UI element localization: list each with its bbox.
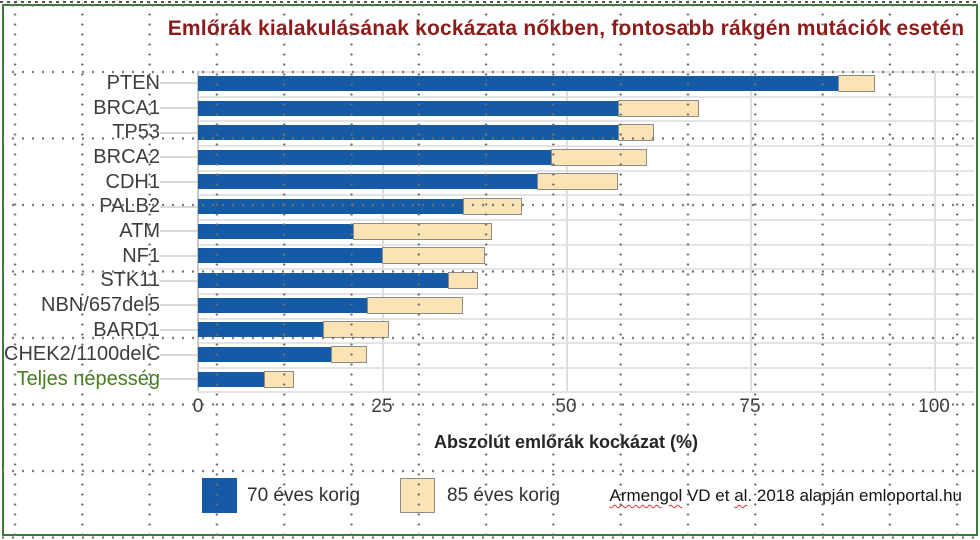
bar-segment-70 (198, 125, 618, 141)
category-leader-line (160, 378, 197, 381)
chart-title: Emlőrák kialakulásának kockázata nőkben,… (167, 17, 965, 40)
category-separator-line (198, 243, 974, 246)
x-tick-label: 100 (918, 396, 950, 418)
bar-segment-85 (463, 198, 522, 216)
x-gridline (750, 71, 752, 392)
bar-segment-70 (198, 174, 537, 190)
bar-segment-85 (838, 74, 876, 92)
category-separator-line (198, 268, 974, 271)
category-label: NBN/657del5 (41, 293, 160, 316)
bar-segment-70 (198, 371, 265, 387)
bar-segment-70 (198, 149, 552, 165)
category-separator-line (198, 144, 974, 147)
bar-segment-85 (617, 99, 699, 117)
bar-segment-70 (198, 75, 839, 91)
bar-segment-85 (382, 247, 485, 265)
grid-top-dashed-line (0, 1, 980, 3)
legend-label-70: 70 éves korig (247, 485, 361, 506)
category-label: TP53 (112, 121, 160, 144)
category-separator-line (198, 194, 974, 197)
bar-segment-70 (198, 223, 353, 239)
bar-segment-85 (536, 173, 618, 191)
bar-segment-70 (198, 248, 382, 264)
category-leader-line (160, 328, 197, 331)
bar-segment-70 (198, 100, 618, 116)
bar-segment-70 (198, 199, 463, 215)
category-leader-line (160, 82, 197, 85)
category-separator-line (198, 292, 974, 295)
legend-label-85: 85 éves korig (447, 485, 561, 506)
category-separator-line (198, 317, 974, 320)
category-leader-line (160, 254, 197, 257)
bar-segment-85 (323, 321, 390, 339)
x-axis-label: Abszolút emlőrák kockázat (%) (433, 432, 699, 452)
bar-segment-70 (198, 273, 449, 288)
category-leader-line (160, 279, 197, 282)
category-label: STK11 (100, 269, 160, 292)
category-leader-line (160, 107, 197, 109)
x-gridline (934, 71, 936, 392)
category-separator-line (198, 366, 974, 369)
bar-segment-70 (198, 347, 331, 362)
category-separator-line (198, 218, 974, 221)
bar-segment-85 (551, 148, 647, 166)
category-label: NF1 (122, 244, 160, 267)
legend-swatch-70 (202, 478, 237, 513)
category-separator-line (198, 71, 974, 73)
bar-segment-85 (264, 370, 294, 388)
x-tick-label: 75 (739, 396, 761, 418)
category-separator-line (198, 391, 974, 394)
category-leader-line (160, 230, 197, 233)
category-leader-line (160, 353, 197, 356)
bar-segment-85 (448, 272, 478, 289)
source-attribution: Armengol VD et al. 2018 alapján emloport… (609, 486, 962, 506)
bar-segment-70 (198, 322, 324, 338)
category-leader-line (160, 180, 197, 183)
category-separator-line (198, 120, 974, 123)
category-leader-line (160, 156, 197, 159)
attribution-author: Armengol (609, 486, 683, 505)
category-label: ATM (119, 219, 160, 242)
bar-segment-85 (617, 124, 655, 142)
x-tick-label: 50 (555, 396, 577, 418)
category-label: BARD1 (93, 318, 160, 341)
category-leader-line (160, 304, 197, 307)
legend-swatch-85 (400, 478, 435, 513)
category-label: CHEK2/1100delC (4, 343, 161, 366)
category-label: BRCA2 (93, 145, 160, 168)
category-label: PTEN (106, 72, 160, 94)
bar-segment-85 (367, 296, 463, 314)
category-separator-line (198, 95, 974, 98)
category-separator-line (198, 342, 974, 345)
bar-segment-70 (198, 297, 368, 313)
x-tick-label: 25 (371, 396, 393, 418)
bar-segment-85 (330, 346, 368, 363)
bar-segment-85 (352, 222, 493, 240)
category-separator-line (198, 169, 974, 172)
attribution-al: al (734, 486, 748, 505)
category-label: BRCA1 (93, 96, 160, 119)
category-label: Teljes népesség (16, 367, 160, 390)
x-tick-label: 0 (192, 396, 204, 418)
x-gridline (566, 71, 568, 392)
category-leader-line (160, 131, 197, 134)
category-leader-line (160, 205, 197, 208)
category-label: CDH1 (105, 170, 160, 193)
attribution-mid: VD et (682, 486, 735, 505)
category-label: PALB2 (99, 195, 160, 218)
attribution-rest: . 2018 alapján emloportal.hu (747, 486, 962, 505)
